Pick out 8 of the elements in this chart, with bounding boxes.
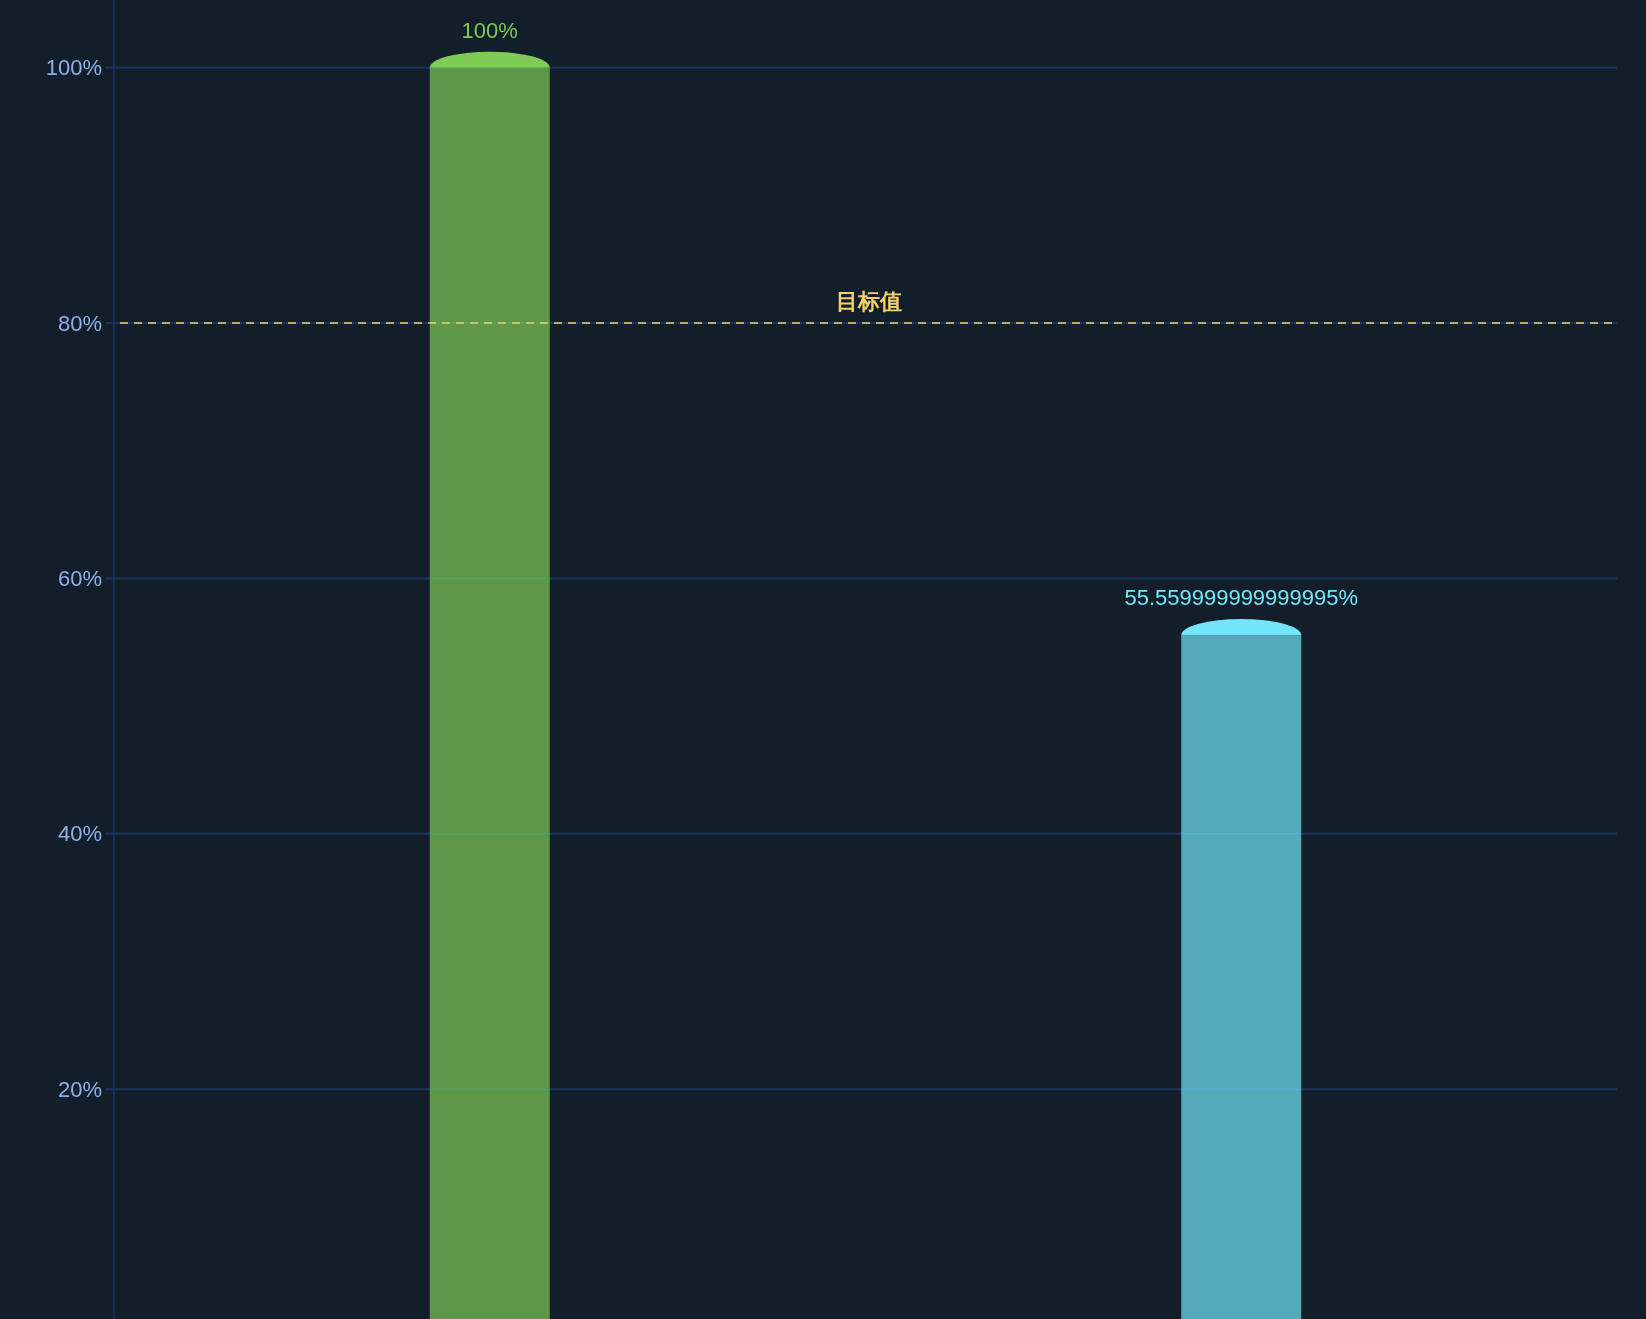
y-tick-label: 20% bbox=[57, 1076, 102, 1102]
ref-line-label: 目标值 bbox=[835, 289, 902, 315]
y-tick-label: 80% bbox=[57, 310, 102, 336]
y-tick-label: 100% bbox=[45, 55, 102, 81]
data-label: 55.559999999999995% bbox=[1124, 585, 1359, 611]
data-label: 100% bbox=[461, 17, 518, 43]
y-tick-label: 60% bbox=[57, 565, 102, 591]
y-tick-label: 40% bbox=[57, 821, 102, 847]
